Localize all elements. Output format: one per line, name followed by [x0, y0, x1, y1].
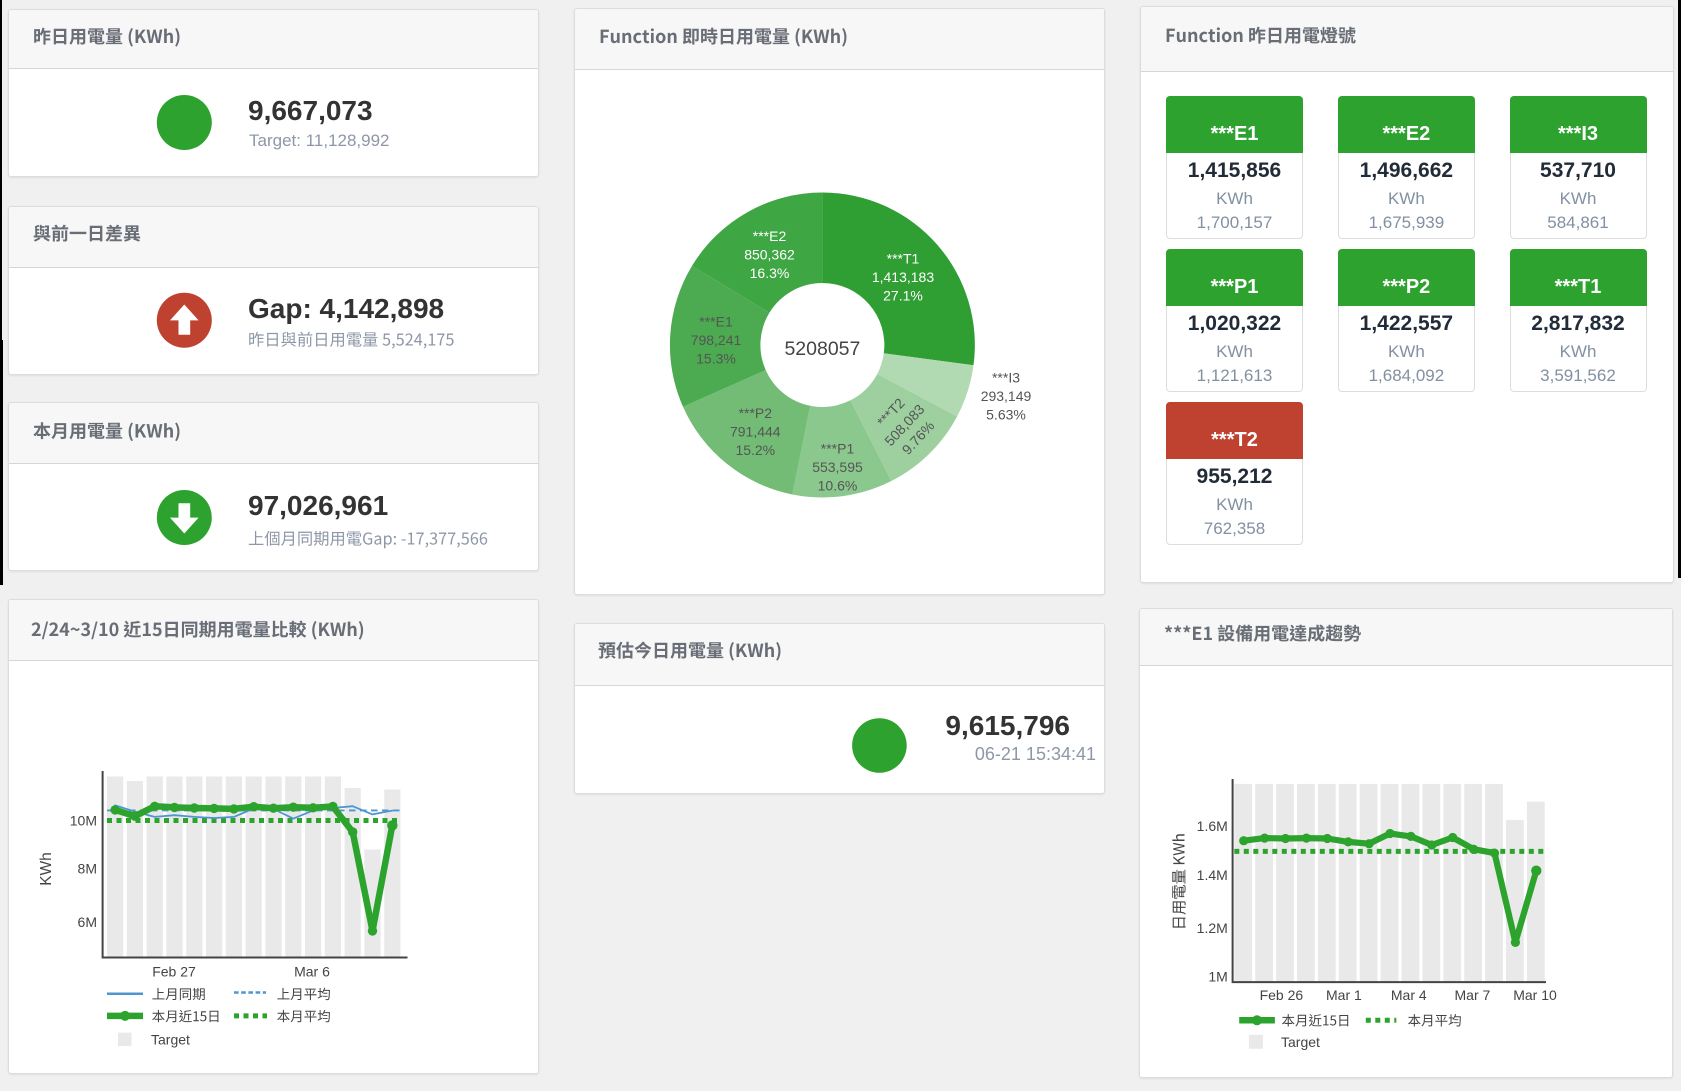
svg-text:293,149: 293,149	[981, 388, 1032, 404]
svg-text:***E2: ***E2	[753, 228, 787, 244]
svg-text:***I3: ***I3	[992, 369, 1020, 385]
svg-text:Mar 4: Mar 4	[1391, 987, 1427, 1003]
svg-text:553,595: 553,595	[812, 459, 863, 475]
svg-text:1.2M: 1.2M	[1197, 920, 1228, 936]
svg-text:798,241: 798,241	[691, 332, 742, 348]
svg-text:***E1: ***E1	[699, 313, 733, 329]
svg-text:Mar 10: Mar 10	[1513, 987, 1557, 1003]
svg-text:15.3%: 15.3%	[696, 351, 736, 367]
svg-text:6M: 6M	[78, 914, 97, 930]
svg-text:1.6M: 1.6M	[1197, 818, 1228, 834]
svg-text:Target: Target	[151, 1032, 190, 1048]
svg-text:15.2%: 15.2%	[735, 442, 775, 458]
svg-text:Feb 27: Feb 27	[152, 964, 196, 980]
svg-text:791,444: 791,444	[730, 424, 781, 440]
svg-text:16.3%: 16.3%	[750, 265, 790, 281]
svg-text:10.6%: 10.6%	[818, 478, 858, 494]
svg-text:***P2: ***P2	[739, 405, 773, 421]
svg-text:8M: 8M	[78, 861, 97, 877]
svg-text:Mar 1: Mar 1	[1326, 987, 1362, 1003]
svg-text:1,413,183: 1,413,183	[872, 269, 934, 285]
svg-text:***T1: ***T1	[887, 250, 920, 266]
svg-text:Feb 26: Feb 26	[1260, 987, 1304, 1003]
svg-text:Target: Target	[1281, 1034, 1320, 1050]
svg-text:850,362: 850,362	[744, 247, 795, 263]
svg-text:1.4M: 1.4M	[1197, 867, 1228, 883]
svg-text:5.63%: 5.63%	[986, 407, 1026, 423]
svg-text:***P1: ***P1	[821, 440, 855, 456]
svg-text:Mar 7: Mar 7	[1455, 987, 1491, 1003]
svg-text:27.1%: 27.1%	[883, 288, 923, 304]
svg-text:5208057: 5208057	[784, 338, 860, 360]
svg-text:1M: 1M	[1208, 968, 1227, 984]
svg-text:Mar 6: Mar 6	[294, 964, 330, 980]
svg-text:KWh: KWh	[38, 852, 55, 886]
svg-text:10M: 10M	[70, 813, 97, 829]
